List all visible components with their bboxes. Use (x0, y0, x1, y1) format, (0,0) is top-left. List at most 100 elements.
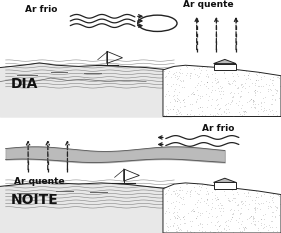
Point (226, 68, 231, 72)
Point (163, 75, 167, 79)
Point (211, 113, 216, 117)
Point (232, 200, 237, 204)
Point (176, 194, 181, 197)
Point (255, 207, 259, 210)
Point (177, 75, 182, 78)
Point (171, 72, 175, 75)
Text: NOITE: NOITE (11, 193, 59, 207)
Point (243, 194, 248, 198)
Point (230, 75, 235, 78)
Point (223, 76, 227, 80)
Point (200, 113, 204, 116)
Point (261, 109, 266, 112)
Point (164, 104, 168, 108)
Point (163, 209, 168, 213)
Point (180, 78, 185, 82)
Point (266, 206, 270, 210)
Point (236, 202, 240, 206)
Point (266, 205, 271, 208)
Point (262, 223, 266, 226)
Point (167, 108, 172, 111)
Point (241, 225, 245, 229)
Point (256, 112, 260, 115)
Point (267, 88, 272, 91)
Point (214, 80, 219, 84)
Point (271, 200, 276, 204)
Point (253, 105, 257, 109)
Point (229, 81, 234, 85)
Point (167, 69, 171, 72)
Point (226, 224, 231, 228)
Point (177, 83, 182, 87)
Point (259, 77, 263, 80)
Point (262, 106, 266, 110)
Point (188, 229, 193, 232)
Point (180, 195, 185, 199)
Point (175, 77, 180, 81)
Point (258, 208, 263, 211)
Point (226, 79, 231, 82)
Point (253, 81, 257, 85)
Point (278, 202, 281, 206)
Point (193, 189, 197, 193)
Point (204, 192, 209, 195)
Point (199, 79, 204, 82)
Point (220, 206, 225, 210)
Point (173, 98, 177, 102)
Point (269, 219, 273, 223)
Point (246, 194, 250, 198)
Point (171, 224, 176, 228)
Point (214, 111, 219, 115)
Point (240, 200, 244, 203)
Point (177, 222, 182, 226)
Point (241, 191, 246, 195)
Point (267, 205, 272, 208)
Point (226, 82, 231, 86)
Point (271, 83, 276, 87)
Point (162, 187, 166, 191)
Point (255, 84, 260, 88)
Polygon shape (214, 178, 236, 182)
Point (229, 198, 234, 202)
Point (166, 71, 170, 75)
Point (241, 109, 245, 113)
Point (269, 206, 273, 209)
Point (205, 106, 209, 109)
Point (188, 112, 193, 116)
Point (211, 230, 216, 233)
Point (252, 99, 257, 103)
Point (217, 224, 221, 228)
Point (195, 201, 199, 204)
Point (163, 192, 167, 196)
Point (269, 214, 274, 218)
Point (192, 67, 197, 71)
Point (176, 226, 180, 230)
Point (192, 209, 197, 213)
Point (169, 202, 173, 205)
Point (241, 201, 246, 205)
Point (181, 197, 185, 200)
Point (180, 71, 185, 75)
Point (226, 199, 231, 202)
Point (230, 215, 235, 219)
Point (275, 75, 279, 79)
Point (253, 88, 257, 92)
Point (249, 214, 253, 218)
Point (231, 231, 235, 233)
Point (171, 94, 175, 98)
Point (179, 231, 183, 233)
Point (198, 221, 202, 225)
Point (190, 91, 195, 95)
Point (270, 211, 274, 214)
Point (166, 111, 170, 115)
Point (173, 191, 178, 195)
Point (208, 113, 212, 116)
Point (204, 68, 209, 72)
Point (236, 85, 240, 89)
Point (207, 212, 212, 215)
Text: Ar quente: Ar quente (183, 0, 233, 9)
Point (206, 192, 211, 195)
Point (198, 105, 202, 109)
Point (163, 94, 168, 97)
Point (224, 223, 228, 227)
